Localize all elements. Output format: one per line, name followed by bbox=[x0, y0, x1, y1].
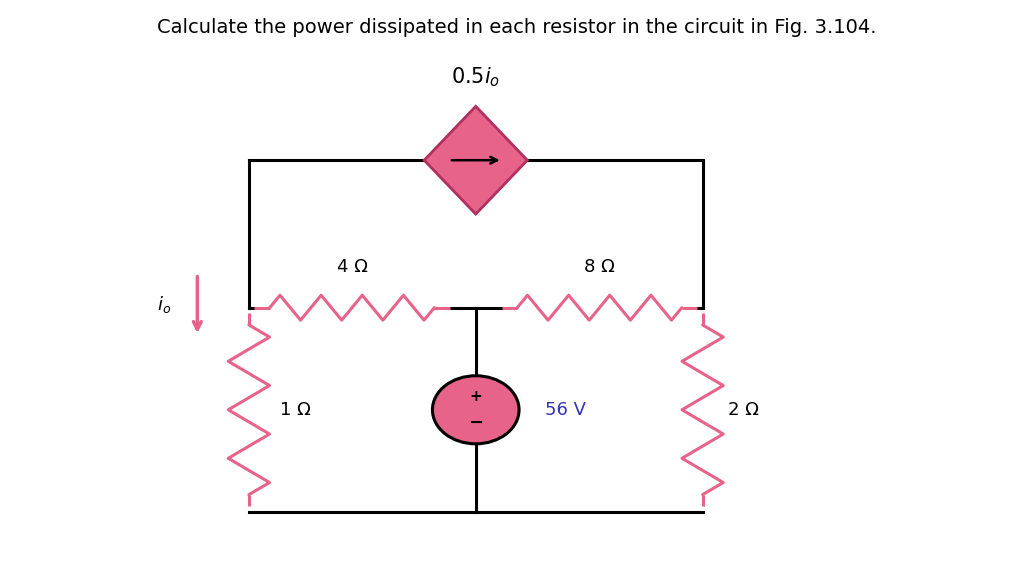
Polygon shape bbox=[424, 107, 527, 214]
Text: 2 Ω: 2 Ω bbox=[728, 401, 759, 419]
Text: $0.5i_o$: $0.5i_o$ bbox=[451, 66, 500, 89]
Text: 1 Ω: 1 Ω bbox=[280, 401, 310, 419]
Ellipse shape bbox=[432, 376, 519, 444]
Text: 56 V: 56 V bbox=[545, 401, 586, 419]
Text: +: + bbox=[469, 389, 482, 404]
Text: 4 Ω: 4 Ω bbox=[336, 258, 367, 276]
Text: $i_o$: $i_o$ bbox=[157, 294, 172, 315]
Text: Calculate the power dissipated in each resistor in the circuit in Fig. 3.104.: Calculate the power dissipated in each r… bbox=[157, 18, 877, 38]
Text: 8 Ω: 8 Ω bbox=[584, 258, 615, 276]
Text: −: − bbox=[468, 414, 483, 431]
